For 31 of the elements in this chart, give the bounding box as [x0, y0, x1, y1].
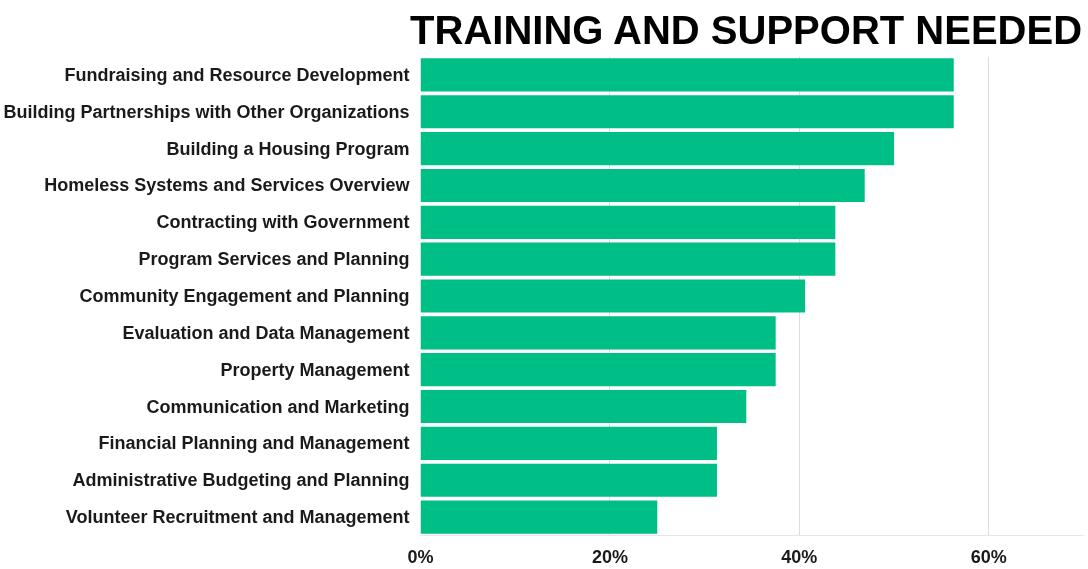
bar — [420, 58, 954, 92]
y-tick-label: Evaluation and Data Management — [122, 322, 410, 343]
bar — [420, 463, 717, 497]
x-tick-label: 0% — [407, 546, 434, 567]
y-tick-label: Building Partnerships with Other Organizations — [3, 101, 410, 122]
y-tick-label: Community Engagement and Planning — [79, 286, 410, 306]
y-tick-label: Property Management — [220, 359, 410, 380]
y-tick-label: Communication and Marketing — [146, 396, 410, 417]
bar — [420, 316, 776, 350]
x-tick-label: 40% — [781, 546, 818, 567]
y-tick-label: Fundraising and Resource Development — [64, 64, 410, 85]
y-tick-label: Contracting with Government — [156, 212, 410, 233]
bar — [420, 279, 806, 313]
y-tick-label: Building a Housing Program — [166, 138, 410, 159]
y-tick-label: Financial Planning and Management — [98, 433, 410, 454]
bar — [420, 389, 747, 424]
x-tick-label: 60% — [970, 546, 1007, 567]
y-tick-label: Administrative Budgeting and Planning — [72, 470, 410, 491]
bar — [420, 426, 717, 460]
chart-title: TRAINING AND SUPPORT NEEDED — [410, 7, 1083, 52]
y-tick-label: Homeless Systems and Services Overview — [44, 175, 411, 196]
bar — [420, 168, 865, 203]
bar — [420, 500, 658, 534]
bar — [420, 353, 776, 387]
y-tick-label: Program Services and Planning — [138, 249, 410, 270]
bar — [420, 95, 954, 129]
y-tick-label: Volunteer Recruitment and Management — [65, 507, 410, 528]
bar — [420, 132, 895, 166]
x-tick-label: 20% — [591, 546, 628, 567]
bar — [420, 205, 836, 239]
bar — [420, 242, 836, 276]
